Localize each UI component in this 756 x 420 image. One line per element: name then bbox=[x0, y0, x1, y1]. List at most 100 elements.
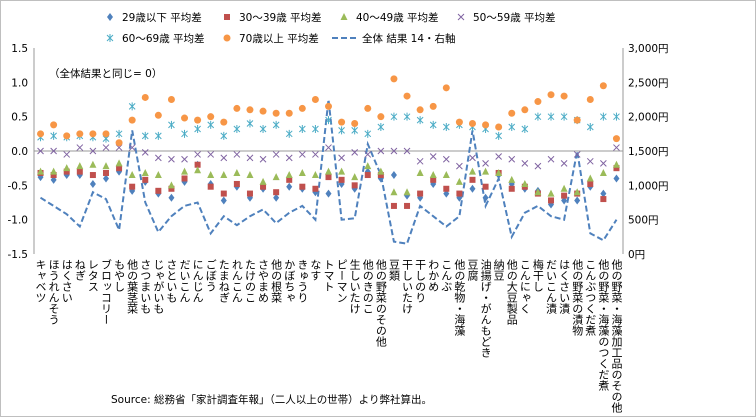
data-point bbox=[259, 107, 267, 115]
data-point bbox=[587, 180, 594, 187]
x-category-label: だいこん漬 bbox=[545, 259, 558, 315]
data-point bbox=[181, 114, 189, 122]
data-point bbox=[115, 159, 123, 167]
data-point bbox=[155, 187, 162, 194]
x-category-label: 他の大豆製品 bbox=[505, 259, 518, 325]
x-category-label: もやし bbox=[113, 259, 126, 292]
data-point bbox=[194, 161, 201, 168]
data-point bbox=[390, 112, 398, 121]
data-point bbox=[521, 106, 529, 114]
x-category-label: 他の野菜のその他 bbox=[374, 259, 387, 347]
data-point bbox=[390, 188, 398, 196]
data-point bbox=[599, 168, 607, 176]
x-category-label: れんこん bbox=[230, 259, 243, 303]
data-point bbox=[286, 176, 293, 183]
x-category-label: キャベツ bbox=[34, 259, 47, 303]
data-point bbox=[613, 174, 620, 183]
data-point bbox=[220, 154, 228, 162]
data-point bbox=[207, 171, 215, 179]
data-point bbox=[259, 177, 267, 185]
data-point bbox=[560, 160, 568, 167]
x-category-label: ごぼう bbox=[204, 259, 217, 292]
data-point bbox=[89, 179, 96, 188]
data-point bbox=[298, 125, 306, 134]
y-right-tick-label: 500円 bbox=[628, 215, 659, 227]
data-point bbox=[285, 129, 293, 138]
y-right-tick-label: 0円 bbox=[628, 249, 645, 261]
x-category-label: こんにゃく bbox=[518, 259, 531, 314]
data-point bbox=[612, 135, 620, 143]
legend-marker bbox=[107, 13, 113, 21]
data-point bbox=[273, 193, 280, 202]
y-left-ticks: 1.5 1.0 0.5 0.0 -0.5 -1.0 -1.5 bbox=[8, 43, 29, 261]
data-point bbox=[246, 154, 254, 162]
data-point bbox=[482, 193, 489, 202]
legend-marker bbox=[224, 14, 230, 20]
data-point bbox=[37, 147, 44, 155]
y-right-tick-label: 2,000円 bbox=[628, 112, 669, 124]
data-point bbox=[220, 196, 227, 205]
data-point bbox=[534, 98, 542, 106]
data-point bbox=[233, 151, 241, 158]
data-point bbox=[404, 202, 411, 209]
legend-label: 50～59歳 平均差 bbox=[473, 11, 556, 24]
y-right-tick-label: 2,500円 bbox=[628, 77, 669, 89]
y-left-tick-label: 1.5 bbox=[11, 43, 28, 55]
data-point bbox=[469, 184, 476, 193]
y-left-tick-label: -1.5 bbox=[8, 249, 29, 261]
legend-label: 30～39歳 平均差 bbox=[239, 11, 322, 24]
x-category-label: ほうれんそう bbox=[47, 259, 60, 325]
x-category-label: 他の野菜・海藻のつくだ煮 bbox=[597, 259, 610, 391]
data-point bbox=[233, 104, 241, 112]
legend: 29歳以下 平均差 30～39歳 平均差 40～49歳 平均差 50～59歳 平均差 6… bbox=[106, 11, 556, 45]
data-point bbox=[154, 154, 162, 162]
x-category-label: こんぶつくだ煮 bbox=[584, 259, 597, 336]
data-point bbox=[469, 176, 476, 183]
data-point bbox=[285, 171, 293, 179]
data-point bbox=[181, 155, 188, 163]
data-point bbox=[468, 120, 476, 128]
x-category-label: じゃがいも bbox=[152, 259, 165, 314]
data-point bbox=[495, 123, 503, 131]
data-point bbox=[364, 172, 371, 179]
data-point bbox=[482, 183, 489, 190]
data-point bbox=[351, 173, 359, 181]
data-point bbox=[141, 149, 149, 156]
data-point bbox=[50, 131, 57, 140]
data-point bbox=[273, 189, 280, 196]
x-category-label: 他の野菜の漬物 bbox=[571, 259, 584, 336]
x-category-label: 生しいたけ bbox=[348, 258, 361, 314]
data-point bbox=[233, 125, 241, 134]
data-point bbox=[573, 116, 581, 124]
data-point bbox=[181, 175, 188, 182]
data-point bbox=[534, 188, 542, 196]
data-point bbox=[468, 167, 476, 175]
data-point bbox=[194, 151, 201, 158]
x-category-label: 豆腐 bbox=[466, 259, 479, 282]
data-point bbox=[76, 168, 83, 175]
x-category-label: 豆類 bbox=[387, 259, 400, 282]
data-point bbox=[338, 167, 346, 175]
data-point bbox=[377, 167, 385, 175]
data-point bbox=[482, 121, 490, 129]
data-point bbox=[442, 155, 450, 163]
data-point bbox=[102, 169, 109, 176]
data-point bbox=[560, 92, 568, 100]
x-category-label: 納豆 bbox=[492, 259, 505, 281]
data-point bbox=[325, 189, 332, 198]
data-point bbox=[142, 176, 149, 183]
data-point bbox=[560, 184, 568, 192]
legend-marker bbox=[106, 34, 114, 42]
data-point bbox=[312, 151, 319, 158]
data-point bbox=[351, 182, 358, 189]
data-point bbox=[390, 202, 397, 209]
data-point bbox=[246, 171, 254, 179]
legend-label: 60～69歳 平均差 bbox=[122, 32, 205, 45]
data-point bbox=[194, 166, 202, 174]
data-point bbox=[102, 144, 110, 151]
data-point bbox=[168, 155, 175, 163]
data-point bbox=[613, 165, 620, 172]
data-point bbox=[207, 120, 215, 129]
data-point bbox=[63, 164, 71, 172]
data-point bbox=[403, 112, 411, 121]
